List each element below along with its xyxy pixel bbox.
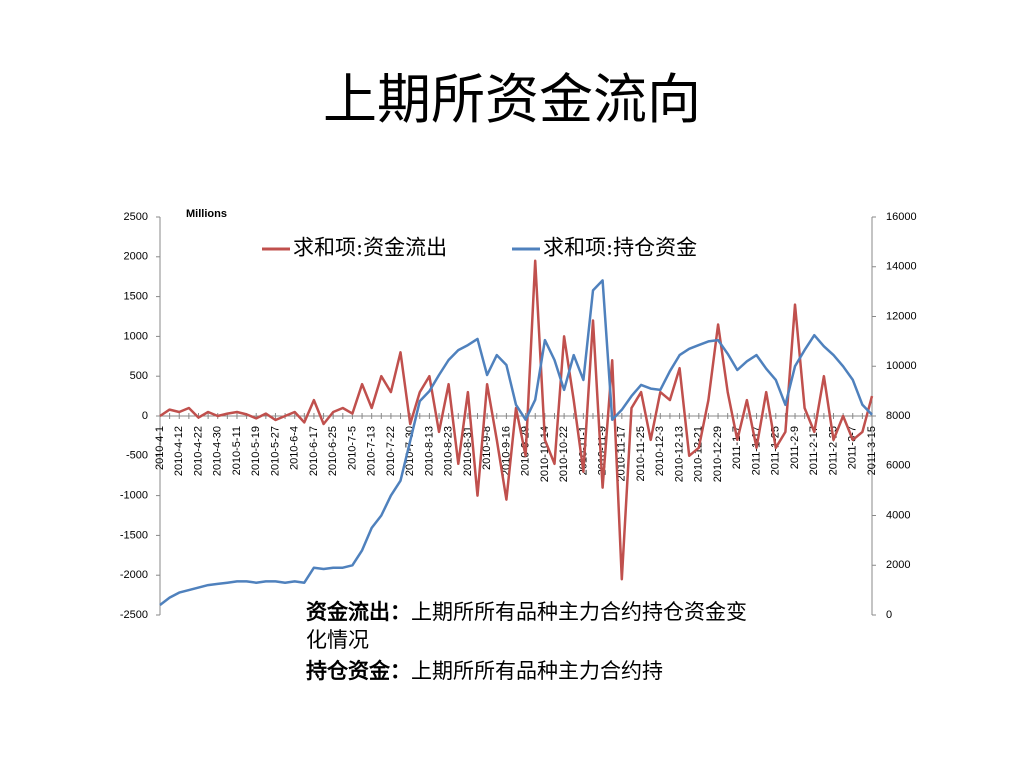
x-tick-label: 2011-1-25 bbox=[770, 426, 782, 475]
chart: Millions -2500 -2000 -1500 -1000 -500 0 500 100… bbox=[120, 208, 917, 621]
y-tick-label: 1500 bbox=[124, 291, 148, 303]
x-tick-label: 2011-2-9 bbox=[789, 426, 801, 469]
series-line bbox=[159, 259, 874, 581]
x-tick-label: 2010-11-25 bbox=[635, 426, 647, 481]
x-tick-label: 2010-7-13 bbox=[366, 426, 378, 476]
x-tick-label: 2010-4-12 bbox=[173, 426, 185, 476]
note-text: 上期所所有品种主力合约持仓资金变化情况 bbox=[306, 600, 747, 652]
y2-tick-label: 4000 bbox=[886, 509, 910, 521]
x-tick-label: 2010-6-4 bbox=[289, 426, 301, 470]
x-tick-label: 2011-2-25 bbox=[827, 426, 839, 475]
y-tick-label: -1500 bbox=[120, 529, 148, 541]
note-text: 上期所所有品种主力合约持 bbox=[411, 659, 663, 683]
note-term: 持仓资金： bbox=[306, 658, 411, 683]
x-tick-label: 2010-4-30 bbox=[212, 426, 224, 476]
x-tick-label: 2010-4-22 bbox=[192, 426, 204, 476]
x-tick-label: 2010-6-17 bbox=[308, 426, 320, 476]
y2-tick-label: 12000 bbox=[886, 310, 917, 322]
note: 资金流出：上期所所有品种主力合约持仓资金变化情况 bbox=[306, 598, 756, 654]
x-tick-label: 2010-12-21 bbox=[693, 426, 705, 482]
x-tick-label: 2010-8-31 bbox=[462, 426, 474, 476]
slide-title: 上期所资金流向 bbox=[323, 68, 701, 131]
x-tick-label: 2010-9-8 bbox=[481, 426, 493, 470]
x-tick-label: 2010-11-17 bbox=[616, 426, 628, 481]
series-line bbox=[159, 279, 873, 606]
y2-tick-label: 6000 bbox=[886, 460, 910, 472]
x-tick-label: 2010-12-13 bbox=[673, 426, 685, 482]
y-tick-label: -1000 bbox=[120, 490, 148, 502]
x-tick-label: 2010-12-29 bbox=[712, 426, 724, 482]
x-tick-label: 2010-8-23 bbox=[443, 426, 455, 476]
note: 持仓资金：上期所所有品种主力合约持 bbox=[306, 657, 756, 685]
x-tick-label: 2010-5-27 bbox=[269, 426, 281, 476]
x-tick-label: 2011-1-17 bbox=[750, 426, 762, 475]
x-tick-label: 2011-1-7 bbox=[731, 426, 743, 469]
x-tick-label: 2010-12-3 bbox=[654, 426, 666, 476]
x-tick-label: 2010-10-22 bbox=[558, 426, 570, 482]
x-tick-label: 2010-5-11 bbox=[231, 426, 243, 475]
x-tick-label: 2010-7-22 bbox=[385, 426, 397, 476]
x-tick-label: 2010-8-13 bbox=[423, 426, 435, 476]
legend-label: 求和项:资金流出 bbox=[293, 236, 447, 260]
x-tick-label: 2010-7-30 bbox=[404, 426, 416, 476]
y2-tick-label: 10000 bbox=[886, 360, 917, 372]
y2-tick-label: 2000 bbox=[886, 559, 910, 571]
y-tick-label: -2000 bbox=[120, 569, 148, 581]
y-tick-label: 2000 bbox=[124, 251, 148, 263]
x-tick-label: 2011-3-15 bbox=[866, 426, 878, 475]
y2-tick-label: 16000 bbox=[886, 211, 917, 223]
x-tick-label: 2010-7-5 bbox=[346, 426, 358, 470]
y-tick-label: -500 bbox=[126, 450, 148, 462]
x-tick-label: 2010-10-14 bbox=[539, 426, 551, 482]
y-tick-label: 500 bbox=[130, 370, 148, 382]
note-term: 资金流出： bbox=[306, 599, 411, 624]
legend-label: 求和项:持仓资金 bbox=[543, 236, 697, 260]
x-tick-label: 2010-4-1 bbox=[154, 426, 166, 470]
notes: 资金流出：上期所所有品种主力合约持仓资金变化情况 持仓资金：上期所所有品种主力合… bbox=[306, 598, 756, 698]
y-tick-label: 2500 bbox=[124, 211, 148, 223]
x-tick-label: 2011-2-17 bbox=[808, 426, 820, 475]
y2-tick-label: 0 bbox=[886, 609, 892, 621]
x-tick-label: 2010-6-25 bbox=[327, 426, 339, 476]
y2-tick-label: 14000 bbox=[886, 261, 917, 273]
y-tick-label: 0 bbox=[142, 410, 148, 422]
unit-label: Millions bbox=[186, 208, 227, 220]
y-tick-label: 1000 bbox=[124, 330, 148, 342]
x-tick-label: 2010-5-19 bbox=[250, 426, 262, 476]
y2-tick-label: 8000 bbox=[886, 410, 910, 422]
y-tick-label: -2500 bbox=[120, 609, 148, 621]
